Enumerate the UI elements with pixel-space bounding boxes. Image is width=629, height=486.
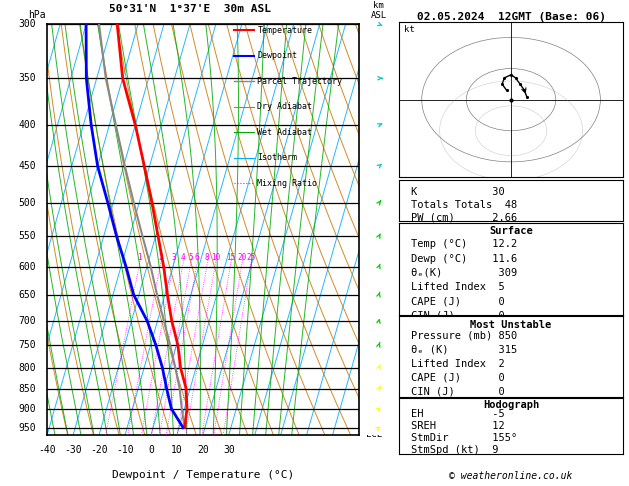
Text: -1: -1	[366, 403, 377, 413]
Text: 950: 950	[19, 423, 36, 433]
Text: 15: 15	[226, 253, 235, 262]
Text: CIN (J)       0: CIN (J) 0	[411, 311, 504, 321]
Text: -7: -7	[366, 115, 377, 124]
Text: 850: 850	[19, 384, 36, 394]
Text: PW (cm)      2.66: PW (cm) 2.66	[411, 213, 517, 223]
Text: © weatheronline.co.uk: © weatheronline.co.uk	[449, 471, 573, 481]
Text: -4: -4	[366, 270, 377, 279]
Text: EH           -5: EH -5	[411, 409, 504, 419]
Text: 20: 20	[197, 445, 209, 455]
Text: 4: 4	[181, 253, 186, 262]
Text: SREH         12: SREH 12	[411, 421, 504, 431]
Text: 6: 6	[195, 253, 199, 262]
Text: hPa: hPa	[28, 10, 46, 20]
Text: 1: 1	[137, 253, 142, 262]
Text: -8: -8	[366, 58, 377, 68]
Text: Wet Adiabat: Wet Adiabat	[257, 128, 313, 137]
Text: 50°31'N  1°37'E  30m ASL: 50°31'N 1°37'E 30m ASL	[109, 4, 271, 14]
Text: 550: 550	[19, 231, 36, 242]
Text: 750: 750	[19, 340, 36, 350]
Text: 02.05.2024  12GMT (Base: 06): 02.05.2024 12GMT (Base: 06)	[416, 12, 606, 22]
Text: θₑ (K)        315: θₑ (K) 315	[411, 345, 517, 355]
Text: Dry Adiabat: Dry Adiabat	[257, 103, 313, 111]
Text: CAPE (J)      0: CAPE (J) 0	[411, 372, 504, 382]
Text: 450: 450	[19, 161, 36, 171]
Text: CAPE (J)      0: CAPE (J) 0	[411, 296, 504, 307]
Text: θₑ(K)         309: θₑ(K) 309	[411, 268, 517, 278]
Text: -2: -2	[366, 361, 377, 370]
Text: Lifted Index  2: Lifted Index 2	[411, 359, 504, 368]
Text: 800: 800	[19, 363, 36, 373]
Text: StmDir       155°: StmDir 155°	[411, 433, 517, 443]
Text: Pressure (mb) 850: Pressure (mb) 850	[411, 331, 517, 341]
Text: K            30: K 30	[411, 187, 504, 197]
Text: 600: 600	[19, 262, 36, 272]
Text: -40: -40	[38, 445, 56, 455]
Text: Isotherm: Isotherm	[257, 153, 298, 162]
Text: 400: 400	[19, 120, 36, 130]
Text: Most Unstable: Most Unstable	[470, 320, 552, 330]
Text: -10: -10	[116, 445, 134, 455]
Text: 30: 30	[223, 445, 235, 455]
Text: -30: -30	[64, 445, 82, 455]
Text: 700: 700	[19, 316, 36, 326]
Text: 20: 20	[237, 253, 247, 262]
Text: -6: -6	[366, 170, 377, 178]
Text: 300: 300	[19, 19, 36, 29]
Text: Dewpoint / Temperature (°C): Dewpoint / Temperature (°C)	[112, 470, 294, 480]
Text: 500: 500	[19, 198, 36, 208]
Text: Dewpoint: Dewpoint	[257, 52, 298, 60]
Text: 900: 900	[19, 404, 36, 414]
Text: 650: 650	[19, 290, 36, 300]
Text: 8: 8	[205, 253, 209, 262]
Text: 10: 10	[211, 253, 220, 262]
Text: kt: kt	[404, 25, 415, 34]
Text: LCL: LCL	[366, 431, 382, 439]
Text: CIN (J)       0: CIN (J) 0	[411, 386, 504, 396]
Text: Parcel Trajectory: Parcel Trajectory	[257, 77, 342, 86]
Text: 350: 350	[19, 73, 36, 83]
Text: Temperature: Temperature	[257, 26, 313, 35]
Text: 10: 10	[171, 445, 183, 455]
Text: km
ASL: km ASL	[370, 1, 387, 20]
Text: Dewp (°C)    11.6: Dewp (°C) 11.6	[411, 254, 517, 263]
Text: 3: 3	[171, 253, 176, 262]
Text: -5: -5	[366, 221, 377, 230]
Text: Lifted Index  5: Lifted Index 5	[411, 282, 504, 292]
Text: -20: -20	[90, 445, 108, 455]
Text: 5: 5	[188, 253, 193, 262]
Text: 25: 25	[246, 253, 255, 262]
Text: Hodograph: Hodograph	[483, 400, 539, 410]
Text: Temp (°C)    12.2: Temp (°C) 12.2	[411, 239, 517, 249]
Text: Mixing Ratio: Mixing Ratio	[257, 179, 318, 188]
Text: Totals Totals  48: Totals Totals 48	[411, 200, 517, 209]
Text: 0: 0	[148, 445, 154, 455]
Text: StmSpd (kt)  9: StmSpd (kt) 9	[411, 445, 498, 455]
Text: -3: -3	[366, 316, 377, 325]
Text: 2: 2	[159, 253, 163, 262]
Text: Surface: Surface	[489, 226, 533, 236]
